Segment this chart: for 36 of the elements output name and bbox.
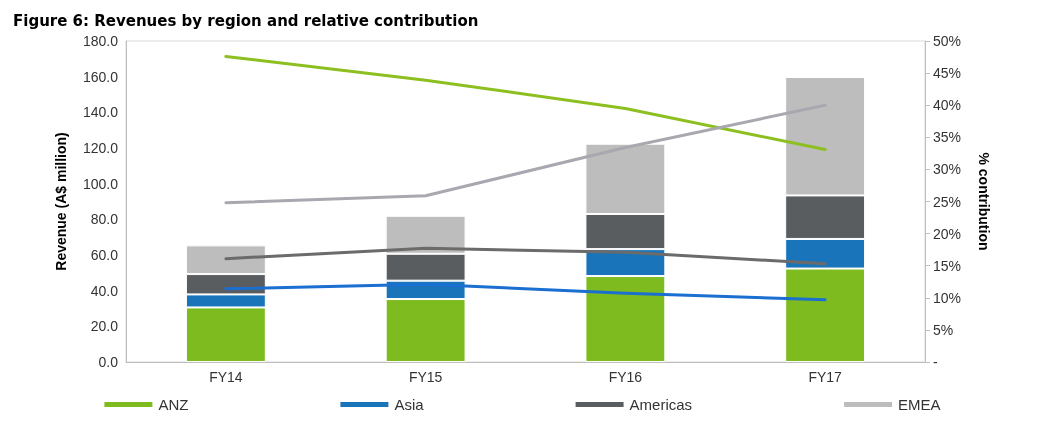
legend-label: Americas (629, 396, 693, 413)
x-tick-label: FY17 (808, 369, 843, 385)
y-tick-label: 180.0 (82, 33, 119, 49)
y2-tick-label: 40% (933, 97, 962, 114)
x-tick-label: FY14 (209, 369, 243, 385)
y-tick-label: 40.0 (90, 282, 119, 299)
y-axis-title: Revenue (A$ million) (53, 132, 69, 271)
y2-tick-label: 5% (933, 321, 954, 338)
y-tick-label: 100.0 (82, 175, 119, 192)
y-tick-label: 20.0 (90, 318, 119, 335)
y2-tick-label: 50% (933, 33, 962, 49)
legend-label: ANZ (158, 396, 189, 413)
y2-axis-title: % contribution (976, 152, 992, 251)
y-tick-label: 80.0 (90, 211, 119, 228)
y2-tick-label: 10% (933, 289, 962, 306)
y2-tick-label: - (933, 354, 938, 370)
line-series (224, 246, 827, 266)
y2-tick-label: 25% (933, 193, 962, 210)
x-tick-label: FY15 (408, 369, 443, 385)
y2-tick-label: 45% (933, 65, 962, 82)
y-tick-label: 140.0 (82, 104, 119, 121)
legend-label: Asia (394, 396, 425, 413)
line-series (224, 54, 827, 151)
y2-tick-label: 15% (933, 257, 962, 274)
y-tick-label: 120.0 (82, 140, 119, 156)
y-tick-label: 60.0 (90, 247, 119, 263)
y2-tick-label: 35% (933, 129, 962, 146)
y-tick-label: 160.0 (82, 68, 119, 85)
y2-tick-label: 20% (933, 225, 962, 242)
y-tick-label: 0.0 (98, 354, 119, 370)
legend-label: EMEA (898, 396, 941, 413)
line-series (224, 282, 827, 302)
chart-title: Figure 6: Revenues by region and relative contribution (13, 11, 479, 30)
line-series (224, 103, 827, 205)
y2-tick-label: 30% (933, 161, 962, 178)
x-tick-label: FY16 (608, 369, 643, 385)
